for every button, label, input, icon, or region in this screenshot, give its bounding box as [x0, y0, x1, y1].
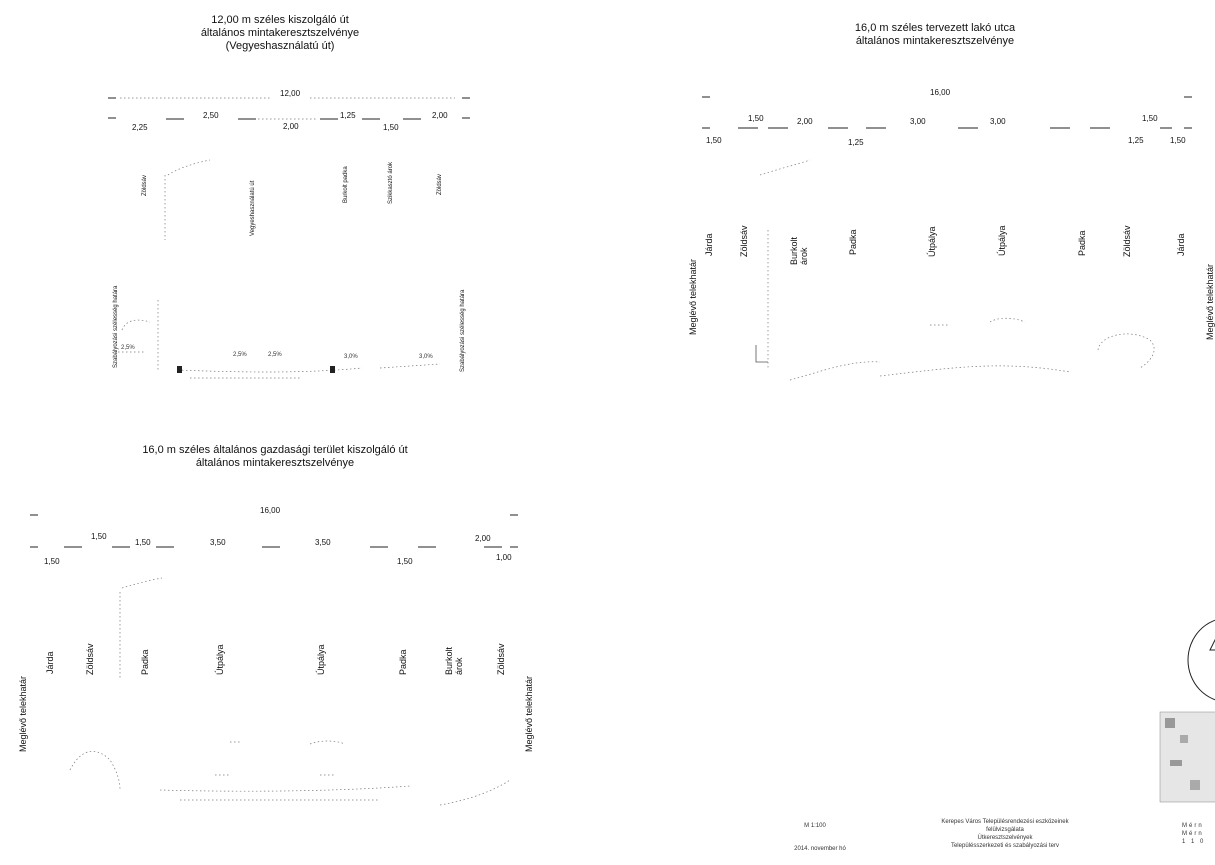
section1-slope: 2,5%	[268, 352, 282, 358]
section2-dim: 3,00	[990, 117, 1006, 126]
section1-profile	[118, 159, 441, 379]
footer-stamp-line: Mérn	[1182, 831, 1204, 837]
section3-dim: 3,50	[210, 538, 226, 547]
footer-stamp-line: Mérn	[1182, 823, 1204, 829]
section3-dimension-lines	[30, 514, 518, 548]
section3-dim: 1,50	[44, 557, 60, 566]
section2-dim: 1,50	[748, 114, 764, 123]
section1-dim: 2,25	[132, 123, 148, 132]
engineer-seal-icon	[1187, 619, 1215, 701]
section3-dim: 2,00	[475, 534, 491, 543]
section3-title-line: általános mintakeresztszelvénye	[195, 457, 355, 469]
footer-stamp-line: 1 1 0	[1182, 839, 1206, 845]
section3-dim: 1,50	[91, 532, 107, 541]
section1-title-line: 12,00 m széles kiszolgáló út	[211, 14, 349, 26]
section1-slope: 3,0%	[344, 354, 358, 360]
section3-dim: 1,00	[496, 553, 512, 562]
section2-total-dim: 16,00	[930, 88, 951, 97]
section1-total-dim: 12,00	[280, 89, 301, 98]
section3-title-line: 16,0 m széles általános gazdasági terüle…	[142, 444, 408, 456]
section1-dimension-lines	[108, 97, 470, 120]
section1-slope: 3,0%	[419, 354, 433, 360]
footer-scale-text: M 1:100	[804, 823, 826, 829]
section2-dim: 1,50	[706, 136, 722, 145]
footer-project: Kerepes Város Településrendezési eszköze…	[880, 818, 1130, 850]
section1-dim: 2,00	[283, 122, 299, 131]
footer-date-text: 2014. november hó	[794, 846, 846, 852]
section1-dim: 2,50	[203, 111, 219, 120]
section1-title-line: általános mintakeresztszelvénye	[200, 27, 360, 39]
qr-code-icon	[1159, 711, 1215, 803]
section2-dim: 3,00	[910, 117, 926, 126]
section3-dim: 1,50	[135, 538, 151, 547]
footer-project-line: Kerepes Város Településrendezési eszköze…	[941, 819, 1069, 825]
section2-title: 16,0 m széles tervezett lakó utca általá…	[830, 22, 1040, 48]
footer-project-line: Településszerkezeti és szabályozási terv	[950, 843, 1060, 849]
section2-dim: 2,00	[797, 117, 813, 126]
section1-title-line: (Vegyeshasználatú út)	[225, 40, 335, 52]
section2-profile	[755, 159, 1155, 381]
section1-dim: 1,25	[340, 111, 356, 120]
section2-dim: 1,50	[1142, 114, 1158, 123]
footer-project-line: Útkeresztszelvények	[977, 835, 1033, 841]
section2-title-line: általános mintakeresztszelvénye	[855, 35, 1015, 47]
section1-dim: 1,50	[383, 123, 399, 132]
footer-scale: M 1:100	[785, 822, 845, 830]
section2-dim: 1,25	[1128, 136, 1144, 145]
section2-dim: 1,50	[1170, 136, 1186, 145]
footer-date: 2014. november hó	[780, 845, 860, 853]
footer-project-line: felülvizsgálata	[986, 827, 1024, 833]
section2-dim: 1,25	[848, 138, 864, 147]
section3-title: 16,0 m széles általános gazdasági terüle…	[80, 444, 470, 470]
section1-title: 12,00 m széles kiszolgáló út általános m…	[175, 14, 385, 53]
section1-slope: 2,5%	[121, 345, 135, 351]
section3-profile	[69, 577, 511, 806]
section2-dimension-lines	[702, 96, 1192, 129]
section3-dim: 1,50	[397, 557, 413, 566]
footer-stamp-text: Mérn Mérn 1 1 0	[1182, 822, 1215, 846]
section3-dim: 3,50	[315, 538, 331, 547]
section1-dim: 2,00	[432, 111, 448, 120]
section1-slope: 2,5%	[233, 352, 247, 358]
section3-total-dim: 16,00	[260, 506, 281, 515]
section2-title-line: 16,0 m széles tervezett lakó utca	[854, 22, 1016, 34]
